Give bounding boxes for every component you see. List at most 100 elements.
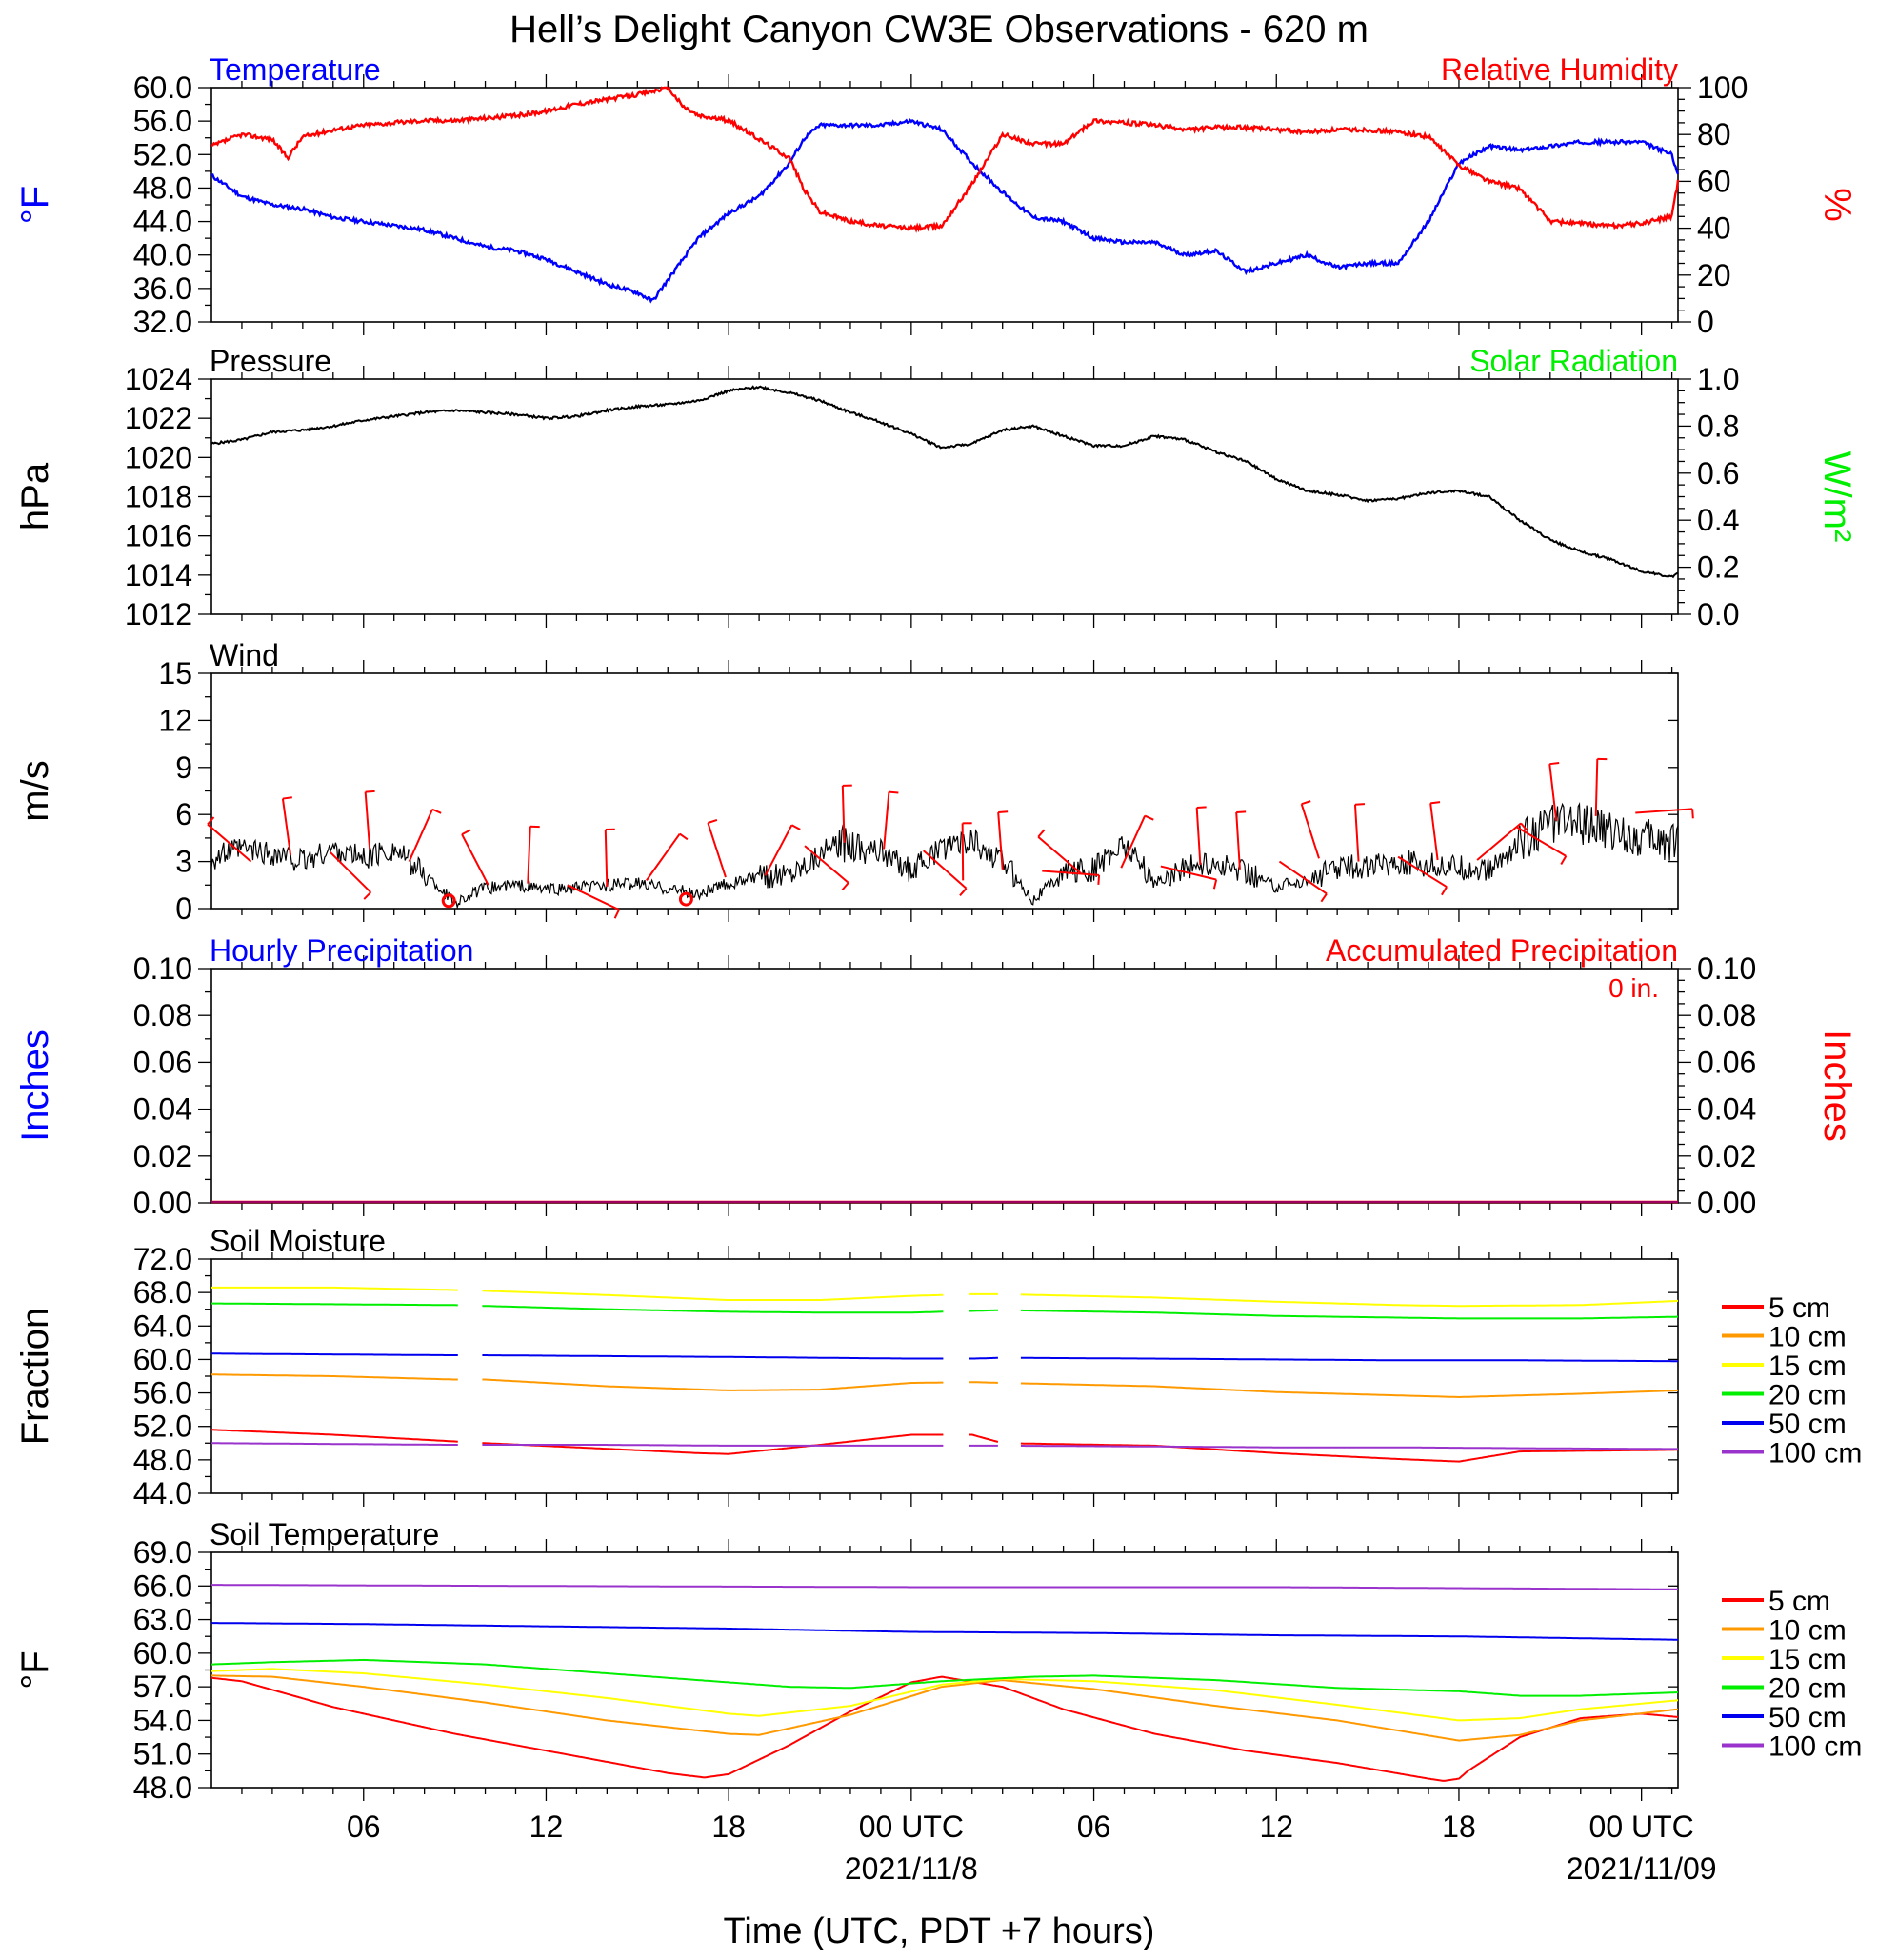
precip-frame	[210, 968, 1679, 1204]
soil_moisture-y-tick-label: 68.0	[133, 1275, 192, 1310]
pressure-y2-tick-label: 1.0	[1697, 362, 1739, 396]
x-tick-label: 06	[347, 1810, 381, 1844]
soil-moisture-legend-label: 15 cm	[1768, 1350, 1847, 1382]
precip-y2-tick-label: 0.04	[1697, 1092, 1756, 1127]
wind-barb-flag	[1236, 810, 1247, 813]
x-tick-label: 18	[711, 1810, 746, 1844]
temperature-line	[210, 118, 1680, 304]
wind-barb	[329, 851, 371, 893]
temp_rh-y2-tick-label: 20	[1697, 258, 1731, 292]
precip-y2-tick-label: 0.08	[1697, 998, 1756, 1032]
temp_rh-right-unit: %	[1816, 188, 1858, 222]
soil_moisture-frame	[210, 1258, 1679, 1494]
temp_rh-y2-tick-label: 80	[1697, 117, 1731, 151]
wind-calm-circle	[678, 891, 693, 907]
soil-moisture-line-2	[211, 1286, 1679, 1308]
wind-barb-flag	[1097, 874, 1101, 885]
precip-y-tick-label: 0.04	[133, 1092, 192, 1127]
wind-barb	[527, 826, 531, 884]
wind-barb-flag	[1144, 814, 1154, 821]
soil_temp-y-tick-label: 48.0	[133, 1770, 192, 1805]
soil_moisture-left-title: Soil Moisture	[210, 1224, 386, 1258]
soil-temp-line-2	[210, 1668, 1679, 1722]
precip-y2-tick-label: 0.06	[1697, 1045, 1756, 1079]
wind-barb	[707, 822, 727, 878]
pressure-y-tick-label: 1020	[125, 440, 192, 474]
soil_moisture-y-tick-label: 64.0	[133, 1309, 192, 1343]
soil-moisture-legend-label: 10 cm	[1768, 1322, 1847, 1353]
wind-barb	[1195, 807, 1202, 865]
soil_moisture-y-tick-label: 60.0	[133, 1342, 192, 1376]
wind-barb-flag	[363, 891, 371, 900]
wind-barb	[922, 850, 968, 890]
wind-barb	[1278, 860, 1328, 895]
soil_temp-left-unit: °F	[14, 1650, 56, 1689]
wind-barb	[1300, 803, 1320, 859]
temp_rh-y-tick-label: 44.0	[133, 205, 192, 239]
precip-y-tick-label: 0.00	[133, 1186, 192, 1220]
wind-barb-flag	[613, 909, 620, 919]
wind-barb-flag	[431, 808, 442, 814]
wind-barb-flag	[1430, 801, 1441, 805]
wind-barb	[364, 791, 371, 850]
temp_rh-y-tick-label: 36.0	[133, 271, 192, 306]
soil_temp-y-tick-label: 69.0	[133, 1535, 192, 1570]
pressure-y-tick-label: 1022	[125, 401, 192, 435]
soil_temp-y-tick-label: 51.0	[133, 1737, 192, 1771]
soil-moisture-line-1	[210, 1373, 1679, 1399]
temp_rh-left-unit: °F	[14, 186, 56, 224]
wind-barb	[1160, 865, 1217, 881]
wind-barb	[461, 833, 489, 886]
pressure-y-tick-label: 1014	[125, 558, 192, 592]
wind-barb-flag	[790, 824, 801, 830]
wind-barb	[1037, 836, 1083, 875]
chart-title: Hell’s Delight Canyon CW3E Observations …	[509, 9, 1369, 50]
wind-barb	[1516, 826, 1567, 857]
pressure-y2-tick-label: 0.2	[1697, 550, 1739, 585]
x-tick-label: 00 UTC	[1589, 1810, 1694, 1844]
precip-y2-tick-label: 0.10	[1697, 951, 1756, 986]
accumulated-precip-value: 0 in.	[1608, 973, 1659, 1003]
pressure-left-title: Pressure	[210, 344, 331, 378]
wind-barb-flag	[1691, 809, 1694, 819]
temp_rh-y-tick-label: 52.0	[133, 137, 192, 171]
wind-barb	[1042, 870, 1100, 876]
pressure-y-tick-label: 1016	[125, 519, 192, 553]
soil_moisture-y-tick-label: 52.0	[133, 1410, 192, 1444]
wind-barb-flag	[1441, 886, 1448, 896]
wind-barb	[646, 832, 681, 881]
wind-barb	[1635, 808, 1693, 814]
precip-panel: 0.00 0.02 0.04 0.06 0.08 0.10 0.00 0.02 0.04 0.06…	[14, 933, 1858, 1220]
soil-temp-line-1	[211, 1674, 1679, 1742]
pressure-y2-tick-label: 0.0	[1697, 597, 1739, 631]
wind-barb-flag	[708, 818, 718, 824]
precip-y-tick-label: 0.10	[133, 951, 192, 986]
wind-barb-flag	[1520, 822, 1528, 831]
soil-temp-legend-label: 15 cm	[1768, 1644, 1847, 1675]
temp_rh-y2-tick-label: 0	[1697, 305, 1714, 339]
wind-barb	[1120, 815, 1147, 869]
pressure-line	[210, 385, 1679, 579]
soil-temp-line-3	[211, 1658, 1679, 1697]
humidity-line	[210, 85, 1680, 233]
precip-y2-tick-label: 0.00	[1697, 1186, 1756, 1220]
wind-barb	[1235, 811, 1241, 870]
soil-moisture-line-4	[211, 1352, 1678, 1363]
wind-calm-circle	[441, 893, 456, 909]
soil-temp-legend-label: 10 cm	[1768, 1615, 1847, 1647]
wind-barb	[1594, 758, 1599, 816]
pressure-right-title: Solar Radiation	[1469, 344, 1678, 378]
soil_temp-y-tick-label: 63.0	[133, 1603, 192, 1637]
wind-barb-flag	[679, 832, 689, 841]
wind-barb	[1429, 803, 1439, 861]
wind-barb-flag	[1549, 762, 1560, 766]
wind-barb	[883, 791, 890, 850]
wind-y-tick-label: 0	[175, 891, 192, 926]
wind-speed-line	[210, 802, 1679, 910]
soil_temp-y-tick-label: 57.0	[133, 1670, 192, 1704]
wind-barb	[207, 823, 252, 863]
wind-barb	[281, 798, 292, 856]
wind-barb-flag	[889, 790, 899, 794]
